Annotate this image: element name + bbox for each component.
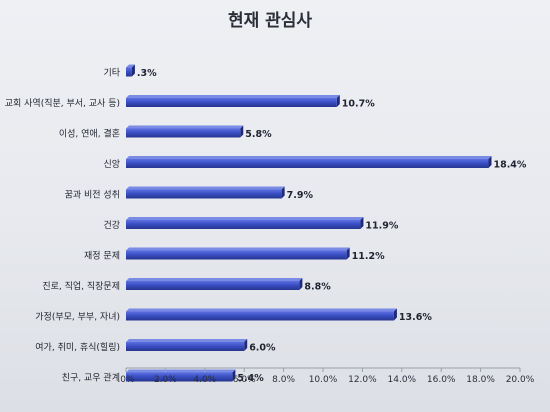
data-label: 10.7% [342,99,375,110]
data-label: 6.0% [249,343,276,354]
category-label: 꿈과 비전 성취 [65,190,120,201]
x-tick-label: 6.0% [233,375,256,385]
bar-top-face [126,156,492,159]
bar-side-face [244,339,248,351]
bar-top-face [126,308,397,312]
category-label: 가정(부모, 부부, 자녀) [35,312,120,323]
x-tick-label: .0% [117,375,135,385]
bar-side-face [240,125,244,138]
category-label: 건강 [103,220,120,231]
category-label: 기타 [103,68,120,79]
x-tick-label: 18.0% [466,375,495,385]
data-label: 5.4% [237,373,264,384]
bar [126,159,489,168]
category-label: 진로, 직업, 직장문제 [42,281,120,292]
category-label: 신앙 [103,158,120,170]
bar-side-face [360,217,364,229]
category-label: 재정 문제 [84,251,120,262]
bar-side-face [336,95,340,107]
data-label: 7.9% [287,190,314,201]
x-tick-label: 14.0% [388,375,417,385]
bar-top-face [126,217,364,220]
bar [126,98,337,107]
bar-side-face [346,247,350,260]
bar-top-face [126,369,236,373]
x-tick-label: 2.0% [154,375,177,385]
bar-side-face [299,278,303,290]
bar-side-face [393,308,397,321]
data-label: 18.4% [493,160,526,171]
x-tick-label: 12.0% [348,375,377,385]
x-tick-label: 4.0% [193,375,216,385]
data-label: 8.8% [304,282,331,293]
category-label: 교회 사역(직분, 부서, 교사 등) [5,98,120,109]
bar [126,311,394,321]
bar [126,189,282,199]
bar-top-face [126,278,303,281]
data-label: .3% [137,68,157,79]
x-tick-label: 16.0% [427,375,456,385]
data-label: 11.9% [365,221,398,232]
chart-title: 현재 관심사 [228,11,312,31]
bar [126,250,347,260]
data-label: 11.2% [352,251,385,262]
bar-side-face [131,64,135,77]
bar-side-face [488,156,492,168]
bar-top-face [126,64,135,68]
data-label: 5.8% [245,129,272,140]
bar-top-face [126,186,285,190]
bar [126,372,233,382]
bar [126,67,132,77]
bar-top-face [126,95,340,98]
x-tick-label: 20.0% [506,375,535,385]
data-label: 13.6% [399,312,432,323]
category-label: 이성, 연애, 결혼 [59,128,120,140]
bar [126,128,241,138]
bar-top-face [126,125,244,129]
bar-top-face [126,339,248,342]
bar [126,281,300,290]
bar-side-face [281,186,285,199]
bar-side-face [232,369,236,382]
bar-top-face [126,247,350,251]
bar [126,342,245,351]
x-tick-label: 10.0% [309,375,338,385]
category-label: 여가, 취미, 휴식(힐링) [35,341,120,353]
x-tick-label: 8.0% [272,375,295,385]
bar [126,220,361,229]
category-label: 친구, 교우 관계 [62,372,120,384]
